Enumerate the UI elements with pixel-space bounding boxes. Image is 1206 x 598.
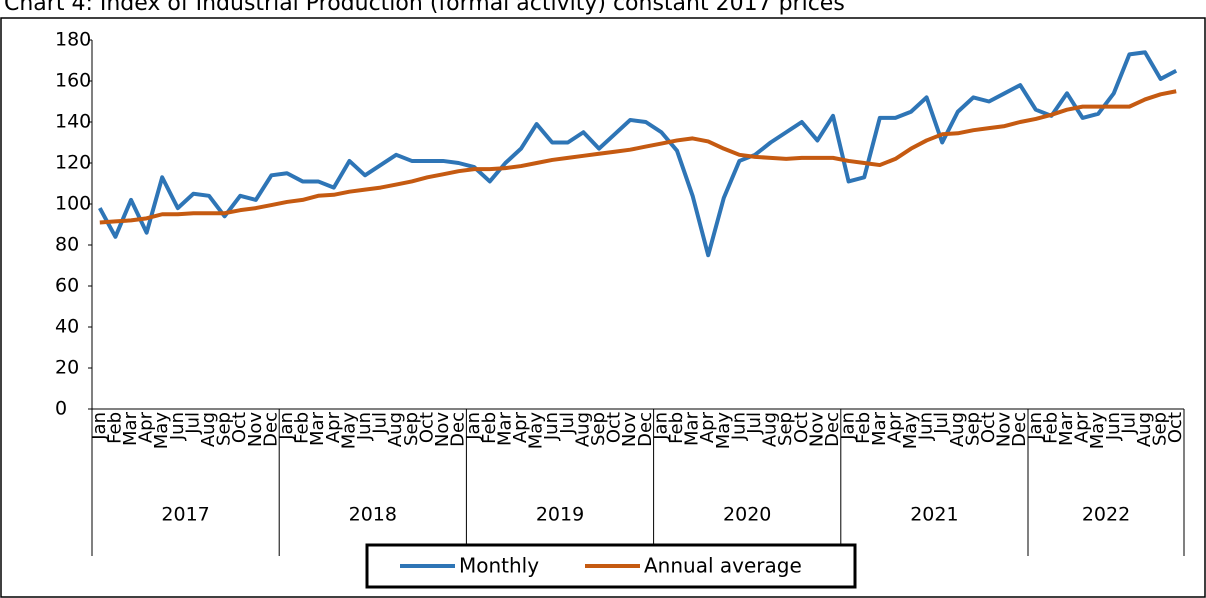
x-tick-label: May [338,412,359,450]
x-tick-label: Jul [370,412,391,435]
x-tick-label: Mar [494,411,515,446]
x-tick-label: Jan [89,412,110,441]
x-tick-label: Jun [1103,412,1124,441]
y-tick-label: 160 [55,70,91,92]
x-tick-label: Aug [385,412,406,447]
x-tick-label: Feb [666,412,687,444]
x-tick-label: Jul [557,412,578,435]
group-label: 2020 [723,504,771,526]
x-tick-label: Dec [635,412,656,447]
x-tick-label: Sep [962,412,983,446]
x-tick-label: Jun [167,412,188,441]
x-tick-label: Jul [931,412,952,435]
x-tick-label: Apr [697,411,718,443]
x-tick-label: Oct [416,412,437,443]
y-tick-label: 180 [55,29,91,51]
y-tick-label: 40 [55,316,79,338]
x-tick-label: Dec [1009,412,1030,447]
x-tick-label: Aug [760,412,781,447]
x-tick-label: Feb [479,412,500,444]
x-tick-label: Apr [1072,411,1093,443]
x-tick-label: Jul [182,412,203,435]
x-tick-label: May [713,412,734,450]
x-tick-label: Sep [588,412,609,446]
x-tick-label: Sep [214,412,235,446]
x-tick-label: Aug [947,412,968,447]
x-tick-label: Nov [994,412,1015,447]
x-tick-label: May [151,412,172,450]
x-tick-label: Aug [572,412,593,447]
legend-label: Annual average [644,554,802,578]
x-tick-label: May [526,412,547,450]
x-tick-label: Apr [323,411,344,443]
chart-title: Chart 4: Index of Industrial Production … [4,0,845,16]
y-tick-label: 60 [55,275,79,297]
group-label: 2017 [161,504,209,526]
legend-label: Monthly [459,554,539,578]
x-tick-label: Sep [401,412,422,446]
x-tick-label: Jun [354,412,375,441]
x-tick-label: Jul [1118,412,1139,435]
x-tick-label: Feb [1040,412,1061,444]
x-tick-label: Nov [245,412,266,447]
y-tick-label: 120 [55,152,91,174]
x-tick-label: Nov [619,412,640,447]
x-tick-label: Jan [650,412,671,441]
x-tick-label: Oct [978,412,999,443]
group-label: 2021 [910,504,958,526]
series-line [99,89,1177,225]
x-tick-label: Dec [448,412,469,447]
x-tick-label: Mar [869,411,890,446]
x-tick-label: Oct [1165,412,1186,443]
x-tick-label: Apr [136,411,157,443]
x-tick-label: Jan [1025,412,1046,441]
x-tick-label: Jun [541,412,562,441]
group-label: 2018 [349,504,397,526]
x-tick-label: Oct [229,412,250,443]
group-label: 2019 [536,504,584,526]
x-tick-label: Apr [510,411,531,443]
x-tick-label: May [1087,412,1108,450]
x-tick-label: Oct [604,412,625,443]
x-tick-label: Jun [916,412,937,441]
y-tick-label: 140 [55,111,91,133]
x-tick-label: Feb [104,412,125,444]
x-tick-label: Jul [744,412,765,435]
x-tick-label: Oct [791,412,812,443]
x-tick-label: Mar [682,411,703,446]
x-tick-label: Jun [728,412,749,441]
y-tick-label: 0 [55,398,67,420]
x-tick-label: Dec [260,412,281,447]
x-tick-label: Nov [432,412,453,447]
y-tick-label: 100 [55,193,91,215]
x-tick-label: Sep [775,412,796,446]
x-tick-label: Mar [1056,411,1077,446]
y-tick-label: 80 [55,234,79,256]
x-tick-label: Aug [198,412,219,447]
y-tick-label: 20 [55,357,79,379]
chart-border [0,17,1206,598]
series-line [98,50,1178,258]
x-tick-label: Aug [1134,412,1155,447]
x-tick-label: Nov [806,412,827,447]
x-tick-label: Feb [292,412,313,444]
x-tick-label: Apr [884,411,905,443]
x-tick-label: Feb [853,412,874,444]
x-tick-label: May [900,412,921,450]
x-tick-label: Jan [276,412,297,441]
x-tick-label: Sep [1150,412,1171,446]
group-label: 2022 [1082,504,1130,526]
x-tick-label: Jan [838,412,859,441]
x-tick-label: Jan [463,412,484,441]
x-tick-label: Mar [120,411,141,446]
x-tick-label: Mar [307,411,328,446]
x-tick-label: Dec [822,412,843,447]
